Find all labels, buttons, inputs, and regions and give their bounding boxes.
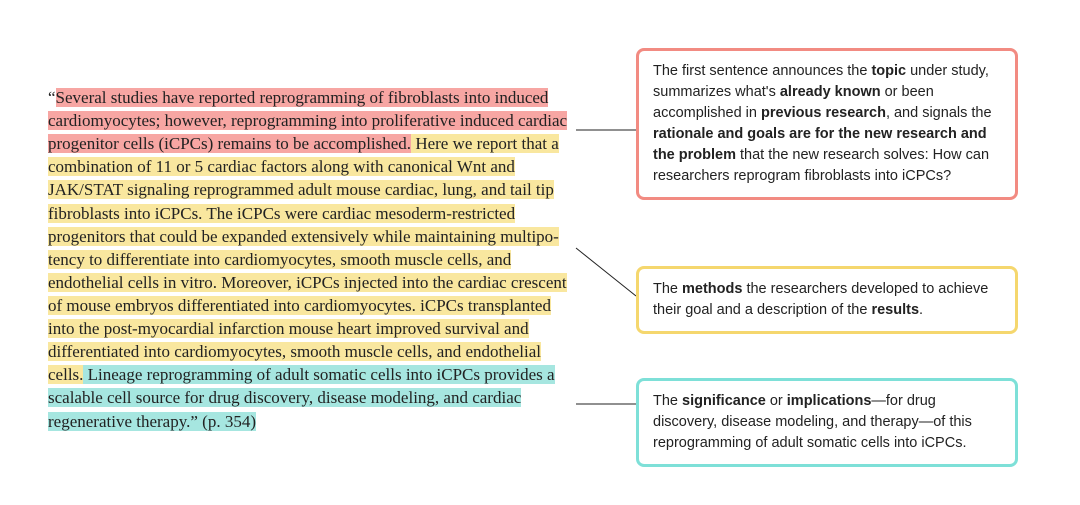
annotation-text-run: .: [919, 302, 923, 318]
connector-yellow: [576, 248, 636, 296]
abstract-paragraph: “Several studies have reported reprogram…: [48, 86, 576, 433]
open-quote: “: [48, 88, 56, 107]
annotation-bold-run: significance: [682, 393, 766, 409]
annotation-text-run: , and signals the: [886, 105, 992, 121]
annotation-text-run: The: [653, 281, 682, 297]
abstract-segment-methods: Here we report that a combination of 11 …: [48, 134, 567, 384]
annotation-bold-run: already known: [780, 84, 881, 100]
abstract-segment-significance: Lineage reprogramming of adult somatic c…: [48, 365, 555, 430]
annotation-bold-run: previous research: [761, 105, 886, 121]
annotation-bold-run: topic: [871, 63, 906, 79]
annotation-text-run: or: [766, 393, 787, 409]
annotation-bold-run: results: [871, 302, 919, 318]
annotation-topic: The first sentence announces the topic u…: [636, 48, 1018, 200]
annotation-significance: The significance or implications—for dru…: [636, 378, 1018, 467]
annotation-methods: The methods the researchers developed to…: [636, 266, 1018, 334]
annotation-bold-run: methods: [682, 281, 742, 297]
annotation-text-run: The: [653, 393, 682, 409]
diagram-container: “Several studies have reported reprogram…: [0, 0, 1080, 505]
annotation-text-run: The first sentence announces the: [653, 63, 871, 79]
annotation-bold-run: implications: [787, 393, 872, 409]
